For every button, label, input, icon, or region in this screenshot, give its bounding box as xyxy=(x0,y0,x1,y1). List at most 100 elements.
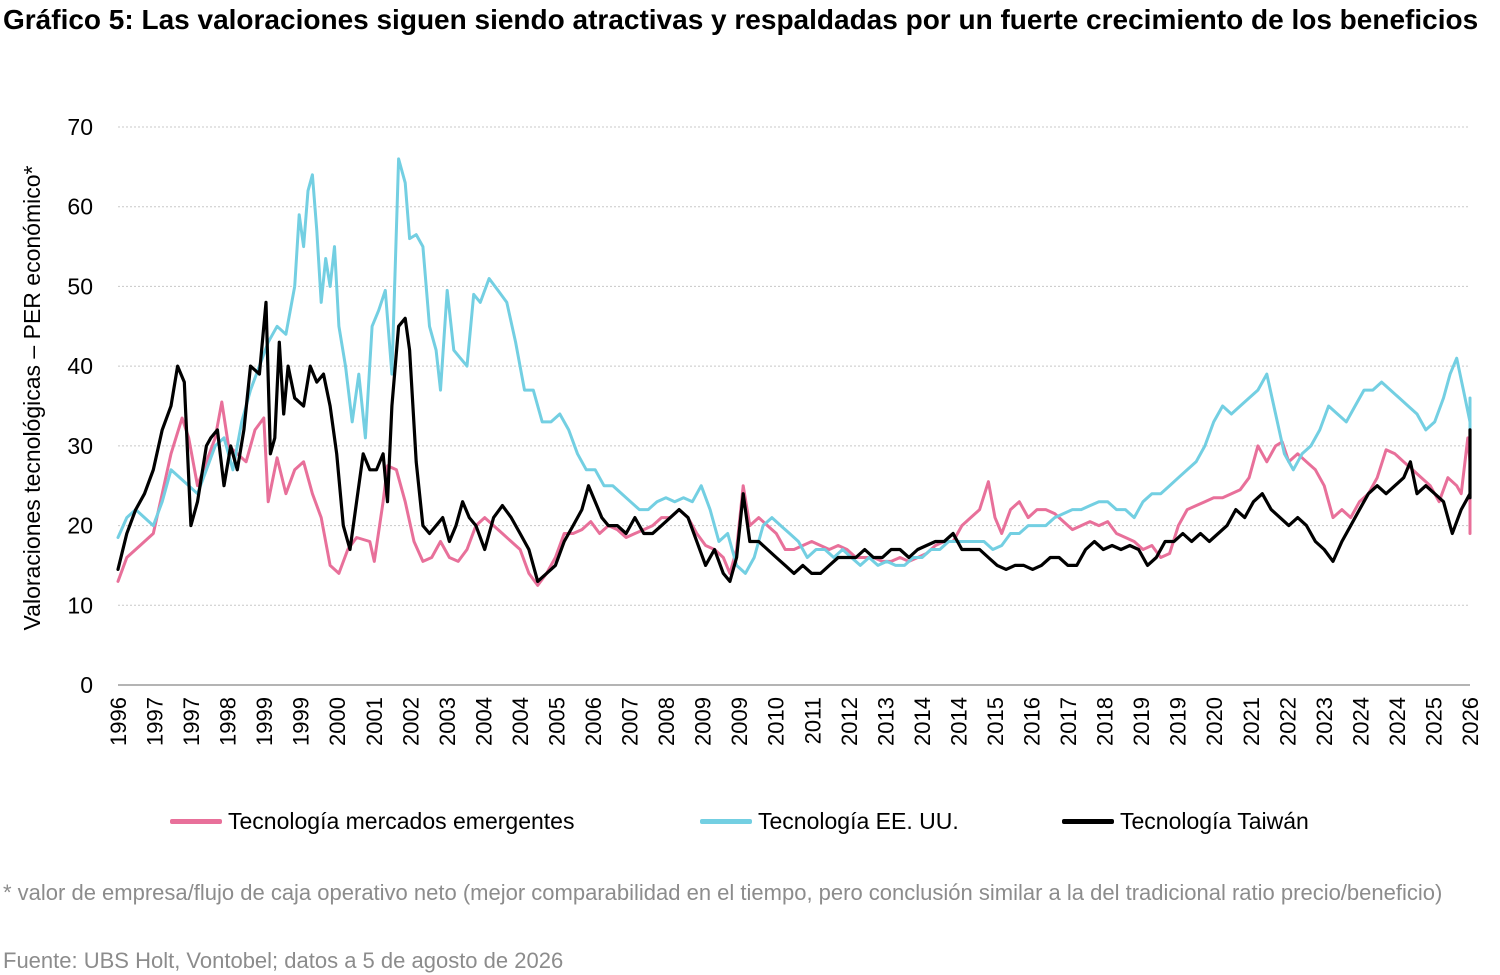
legend-label-emerging: Tecnología mercados emergentes xyxy=(228,808,575,834)
legend-swatch-us xyxy=(700,819,752,824)
x-tick-label-group: 2019 xyxy=(1129,697,1154,746)
x-tick-label-group: 2001 xyxy=(362,697,387,746)
x-tick-label: 2005 xyxy=(544,697,569,746)
x-tick-label-group: 2007 xyxy=(618,697,643,746)
x-tick-label: 2023 xyxy=(1312,697,1337,746)
y-tick-label: 20 xyxy=(67,513,93,539)
chart-title: Gráfico 5: Las valoraciones siguen siend… xyxy=(3,4,1479,35)
x-tick-label: 2001 xyxy=(362,697,387,746)
line-chart: 0 10 20 30 40 50 60 70 1996 1997 1997 1998 1999 1999… xyxy=(19,114,1483,746)
source-note: Fuente: UBS Holt, Vontobel; datos a 5 de… xyxy=(3,948,564,973)
x-tick-label-group: 2013 xyxy=(873,697,898,746)
series-lines xyxy=(116,157,1472,587)
x-tick-label: 2004 xyxy=(471,697,496,746)
x-axis: 1996 1997 1997 1998 1999 1999 2000 2001 2002 2003… xyxy=(106,684,1483,746)
y-tick-label: 40 xyxy=(67,353,93,379)
x-tick-label-group: 2003 xyxy=(435,697,460,746)
x-tick-label-group: 1996 xyxy=(106,697,131,746)
x-tick-label: 2026 xyxy=(1458,697,1483,746)
x-tick-label-group: 2012 xyxy=(837,697,862,746)
y-tick-label: 60 xyxy=(67,194,93,220)
x-tick-label-group: 2026 xyxy=(1458,697,1483,746)
x-tick-label: 2014 xyxy=(910,697,935,746)
x-tick-label-group: 2011 xyxy=(800,697,825,744)
legend-item-emerging: Tecnología mercados emergentes xyxy=(170,808,574,835)
x-tick-label-group: 1997 xyxy=(179,697,204,746)
x-tick-label-group: 2009 xyxy=(691,697,716,746)
x-tick-label-group: 2016 xyxy=(1020,697,1045,746)
y-axis-label: Valoraciones tecnológicas – PER económic… xyxy=(19,165,45,630)
x-tick-label: 2016 xyxy=(1020,697,1045,746)
x-tick-label-group: 2005 xyxy=(544,697,569,746)
x-tick-label: 1999 xyxy=(252,697,277,746)
x-tick-label-group: 2002 xyxy=(398,697,423,746)
x-tick-label-group: 2004 xyxy=(508,697,533,746)
series-line-1 xyxy=(116,157,1472,575)
x-tick-label-group: 2000 xyxy=(325,697,350,746)
x-tick-label: 2024 xyxy=(1348,697,1373,746)
x-tick-label-group: 1999 xyxy=(289,697,314,746)
x-tick-label: 2009 xyxy=(691,697,716,746)
x-tick-label: 2008 xyxy=(654,697,679,746)
x-tick-label: 2019 xyxy=(1129,697,1154,746)
series-line-0 xyxy=(116,400,1472,587)
x-tick-label: 2025 xyxy=(1421,697,1446,746)
legend-swatch-emerging xyxy=(170,819,222,824)
x-tick-label: 2000 xyxy=(325,697,350,746)
legend-label-taiwan: Tecnología Taiwán xyxy=(1120,808,1309,834)
x-tick-label: 2007 xyxy=(618,697,643,746)
x-tick-label-group: 2009 xyxy=(727,697,752,746)
x-tick-label-group: 2021 xyxy=(1239,697,1264,746)
legend-item-us: Tecnología EE. UU. xyxy=(700,808,959,835)
x-tick-label: 2021 xyxy=(1239,697,1264,746)
x-tick-label-group: 2006 xyxy=(581,697,606,746)
x-tick-label: 2022 xyxy=(1275,697,1300,746)
x-tick-label: 1996 xyxy=(106,697,131,746)
x-tick-label-group: 2014 xyxy=(910,697,935,746)
x-tick-label: 1997 xyxy=(179,697,204,746)
x-tick-label: 2009 xyxy=(727,697,752,746)
x-tick-label: 2024 xyxy=(1385,697,1410,746)
y-tick-label: 30 xyxy=(67,433,93,459)
legend-item-taiwan: Tecnología Taiwán xyxy=(1062,808,1309,835)
gridlines xyxy=(118,126,1470,606)
x-tick-label: 2015 xyxy=(983,697,1008,746)
x-tick-label-group: 2024 xyxy=(1385,697,1410,746)
y-tick-label: 0 xyxy=(80,672,93,698)
x-tick-label-group: 1999 xyxy=(252,697,277,746)
x-tick-label: 1997 xyxy=(143,697,168,746)
x-tick-label-group: 2022 xyxy=(1275,697,1300,746)
x-tick-label-group: 2015 xyxy=(983,697,1008,746)
x-tick-label-group: 1997 xyxy=(143,697,168,746)
x-tick-label: 2012 xyxy=(837,697,862,746)
x-tick-label: 2019 xyxy=(1166,697,1191,746)
x-tick-label: 2003 xyxy=(435,697,460,746)
x-tick-label-group: 2018 xyxy=(1093,697,1118,746)
series-line-2 xyxy=(116,300,1472,584)
x-tick-label-group: 2025 xyxy=(1421,697,1446,746)
x-tick-label-group: 2024 xyxy=(1348,697,1373,746)
y-tick-label: 50 xyxy=(67,273,93,299)
x-tick-label-group: 2014 xyxy=(946,697,971,746)
x-tick-label: 2011 xyxy=(800,697,825,744)
legend-swatch-taiwan xyxy=(1062,819,1114,824)
y-tick-label: 70 xyxy=(67,114,93,140)
x-tick-label: 1999 xyxy=(289,697,314,746)
x-tick-label: 2014 xyxy=(946,697,971,746)
legend: Tecnología mercados emergentes Tecnologí… xyxy=(0,808,1500,848)
x-tick-label-group: 2004 xyxy=(471,697,496,746)
y-tick-label: 10 xyxy=(67,592,93,618)
x-tick-label-group: 1998 xyxy=(216,697,241,746)
x-tick-label-group: 2020 xyxy=(1202,697,1227,746)
x-tick-label: 2013 xyxy=(873,697,898,746)
x-tick-label-group: 2008 xyxy=(654,697,679,746)
x-tick-label: 2017 xyxy=(1056,697,1081,746)
x-tick-label-group: 2010 xyxy=(764,697,789,746)
x-tick-label-group: 2017 xyxy=(1056,697,1081,746)
x-tick-label: 2002 xyxy=(398,697,423,746)
x-tick-label-group: 2019 xyxy=(1166,697,1191,746)
x-tick-label: 2020 xyxy=(1202,697,1227,746)
x-tick-label: 2006 xyxy=(581,697,606,746)
legend-label-us: Tecnología EE. UU. xyxy=(758,808,959,834)
x-tick-label-group: 2023 xyxy=(1312,697,1337,746)
